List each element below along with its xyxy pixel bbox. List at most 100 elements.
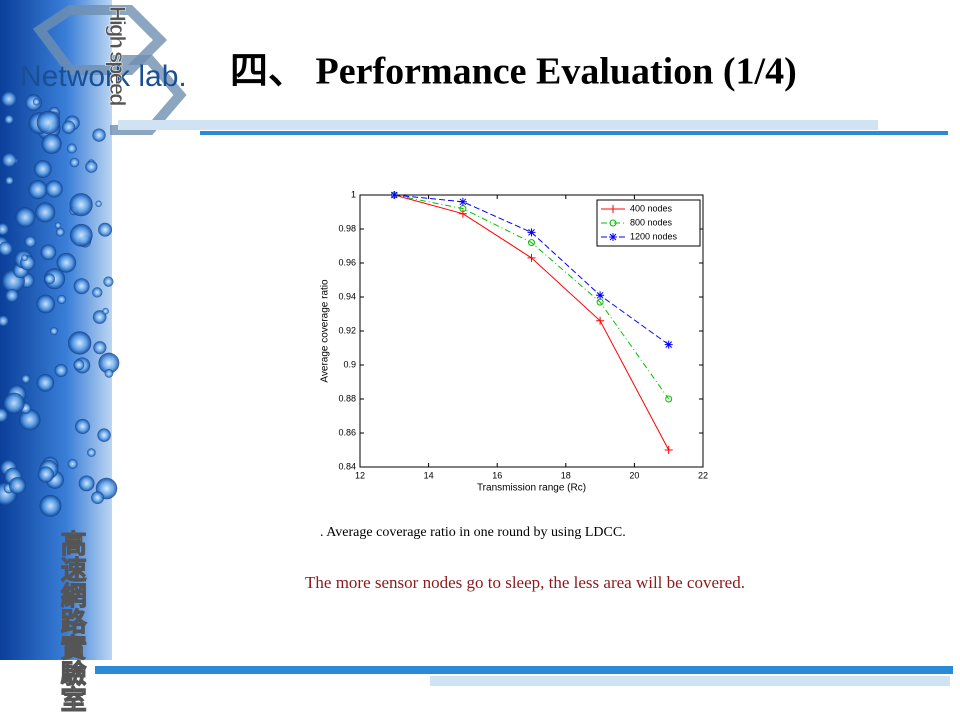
bubble	[36, 110, 61, 135]
bubble	[45, 180, 63, 198]
bubbles	[0, 91, 120, 517]
bubble	[28, 180, 48, 200]
bubble	[67, 458, 78, 469]
bubble	[54, 222, 62, 229]
bubble	[0, 241, 13, 256]
marker	[528, 239, 535, 247]
x-tick-label: 12	[355, 470, 365, 480]
bubble	[75, 418, 91, 434]
bubble	[0, 408, 8, 423]
marker	[664, 340, 673, 349]
bubble	[85, 160, 98, 173]
x-tick-label: 18	[561, 470, 571, 480]
x-tick-label: 14	[424, 470, 434, 480]
lab-name: 高速網路實驗室	[57, 529, 87, 712]
bubble	[62, 120, 76, 134]
bubble	[67, 331, 92, 355]
chart: 12 14 16 18 20 22 0.84 0.86 0.88 0.9 0.92 0.94 0.96 0…	[320, 189, 708, 493]
bubble	[69, 157, 80, 168]
marker	[527, 228, 536, 237]
note: The more sensor nodes go to sleep, the l…	[305, 573, 745, 592]
bubble	[0, 315, 9, 327]
bubble	[69, 193, 93, 217]
legend-marker	[609, 233, 617, 241]
title-rule	[200, 131, 948, 135]
x-tick-label: 16	[492, 470, 502, 480]
slide-title: 四、 Performance Evaluation (1/4)	[230, 51, 797, 93]
logo-vertical: High speed	[105, 6, 130, 105]
y-axis-label: Average coverage ratio	[320, 279, 331, 383]
bubble	[21, 254, 28, 262]
bubble	[39, 494, 62, 517]
y-tick-label: 0.86	[338, 427, 356, 437]
bubble	[41, 133, 62, 154]
title-rule-shade	[118, 120, 878, 130]
caption: . Average coverage ratio in one round by…	[320, 525, 626, 540]
bubble	[92, 310, 107, 324]
bottom-rule	[95, 666, 953, 674]
y-tick-label: 0.9	[343, 359, 356, 369]
bubble	[49, 327, 58, 336]
y-tick-label: 0.94	[338, 291, 356, 301]
x-axis-label: Transmission range (Rc)	[477, 483, 586, 494]
bubble	[8, 477, 27, 495]
bubble	[97, 428, 111, 442]
legend-marker	[609, 205, 617, 213]
y-tick-label: 0.84	[338, 461, 356, 471]
bubble	[1, 152, 17, 168]
legend-label: 400 nodes	[630, 203, 673, 213]
bubble	[69, 223, 93, 247]
marker	[596, 316, 605, 325]
bubble	[104, 368, 114, 378]
logo-shape	[32, 5, 168, 75]
bubble	[95, 200, 102, 207]
marker	[664, 446, 673, 454]
bubble	[5, 176, 14, 185]
bubble	[1, 91, 17, 107]
legend-marker	[609, 219, 617, 227]
bubble	[56, 252, 77, 273]
bubble	[54, 363, 68, 378]
bubble	[73, 278, 90, 295]
x-tick-label: 20	[629, 470, 639, 480]
bubble	[36, 294, 56, 314]
bubble	[92, 287, 103, 298]
legend-label: 800 nodes	[630, 217, 673, 227]
bubble	[5, 288, 19, 303]
bubble	[4, 114, 14, 125]
y-tick-label: 0.96	[338, 257, 356, 267]
bubble	[0, 222, 9, 236]
marker	[458, 197, 467, 206]
bubble	[91, 491, 104, 505]
x-tick-label: 22	[698, 470, 708, 480]
marker	[458, 209, 467, 218]
bubble	[24, 235, 37, 248]
series-line	[394, 194, 670, 400]
bubble	[15, 207, 36, 228]
bubble	[35, 202, 56, 223]
bubble	[98, 222, 113, 237]
bubble	[73, 359, 85, 371]
y-tick-label: 0.88	[338, 393, 356, 403]
bubble	[3, 392, 25, 414]
bubble	[102, 307, 109, 315]
bubble	[32, 98, 40, 106]
bottom-rule-shade	[430, 676, 950, 686]
bubble	[57, 294, 67, 305]
bubble	[40, 244, 57, 261]
y-tick-label: 0.98	[338, 223, 356, 233]
bubble	[55, 227, 65, 237]
bubble	[92, 128, 106, 142]
bubble	[36, 373, 55, 392]
bubble	[37, 466, 54, 483]
legend-label: 1200 nodes	[630, 231, 678, 241]
bubble	[21, 374, 31, 384]
bubble	[19, 408, 41, 431]
marker	[390, 191, 399, 199]
marker	[665, 395, 673, 403]
marker	[596, 291, 605, 300]
bubble	[103, 276, 114, 287]
bubble	[66, 143, 77, 154]
